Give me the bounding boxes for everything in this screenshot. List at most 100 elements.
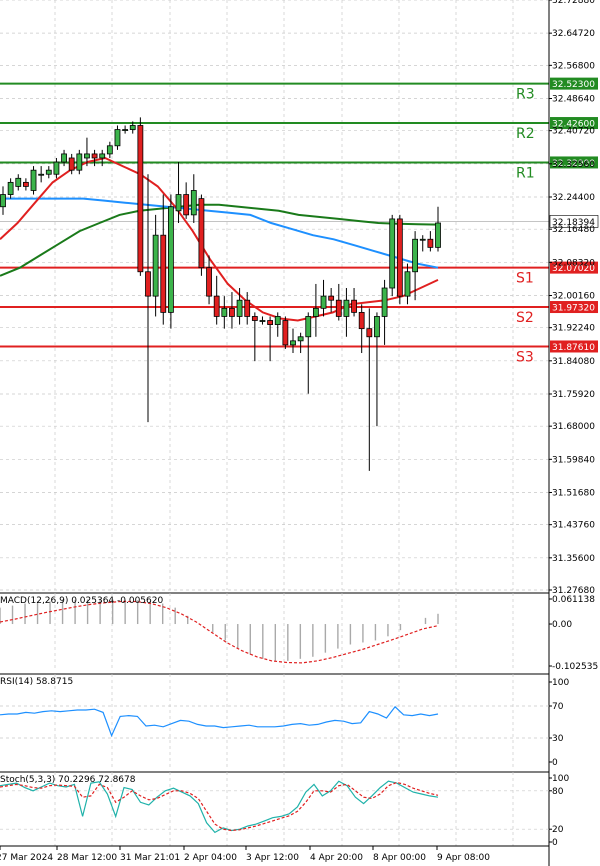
current-price-label: 32.18394: [552, 218, 595, 228]
candle-up: [129, 125, 136, 130]
candle-up: [305, 316, 312, 338]
stoch-label: Stoch(5,3,3) 70.2296 72.8678: [0, 775, 136, 785]
candle-down: [213, 295, 220, 317]
level-value-r2: 32.42600: [552, 120, 595, 130]
price-tick-label: 32.64720: [552, 29, 595, 39]
candle-up: [53, 161, 60, 175]
candle-up: [343, 299, 350, 317]
price-tick-label: 31.92240: [552, 324, 595, 334]
macd-label: MACD(12,26,9) 0.025364 -0.005620: [0, 596, 163, 606]
time-tick-label: 4 Apr 20:00: [310, 853, 363, 863]
candle-down: [137, 125, 144, 273]
candle-down: [206, 267, 212, 297]
candle-up: [61, 153, 67, 163]
price-axis: 32.72880 32.64720 32.56800 32.48640 32.40720…: [548, 0, 595, 866]
level-badge-r1: [550, 156, 598, 169]
candle-up: [167, 206, 174, 313]
rsi-tick-label: 0: [552, 758, 558, 768]
price-tick-label: 32.16480: [552, 225, 595, 235]
price-tick-label: 31.75920: [552, 390, 595, 400]
candle-up: [190, 190, 197, 216]
level-name-s1: S1: [516, 271, 534, 287]
price-tick-label: 32.08320: [552, 258, 595, 268]
price-tick-label: 32.24400: [552, 193, 595, 203]
rsi-line: [0, 705, 439, 738]
level-badge-r2: [550, 117, 598, 130]
candle-up: [259, 320, 266, 322]
stoch-tick-label: 0: [552, 838, 558, 848]
candle-up: [404, 271, 411, 297]
price-tick-label: 32.00160: [552, 291, 595, 301]
rsi-panel: 100 70 30 0 RSI(14) 58.8715: [0, 673, 569, 770]
moving-average-blue: [0, 197, 439, 269]
macd-tick-label: 0.061138: [552, 595, 595, 605]
candle-up: [30, 169, 37, 191]
price-tick-label: 32.40720: [552, 127, 595, 137]
candle-down: [282, 320, 289, 346]
candle-down: [351, 299, 357, 313]
candle-up: [38, 173, 45, 176]
price-tick-label: 32.32560: [552, 160, 595, 170]
stochastic-panel: 100 80 20 0 Stoch(5,3,3) 70.2296 72.8678: [0, 771, 569, 848]
candle-down: [145, 271, 151, 297]
candle-up: [7, 181, 14, 195]
time-tick-label: 27 Mar 2024: [0, 853, 53, 863]
price-tick-label: 32.72880: [552, 0, 595, 6]
candle-down: [229, 307, 235, 317]
rsi-tick-label: 30: [552, 734, 564, 744]
candle-up: [435, 222, 441, 248]
stoch-tick-label: 100: [552, 774, 569, 784]
candle-down: [244, 299, 251, 317]
main-chart-grid: [0, 0, 549, 591]
price-tick-label: 31.84080: [552, 357, 595, 367]
level-value-s3: 31.87610: [552, 343, 595, 353]
stoch-tick-label: 20: [552, 825, 564, 835]
level-name-r2: R2: [516, 126, 535, 142]
stoch-d-line: [0, 781, 439, 832]
stoch-tick-label: 80: [552, 787, 564, 797]
candle-up: [419, 238, 426, 241]
level-value-s1: 32.07020: [552, 264, 595, 274]
candle-down: [198, 198, 205, 269]
time-tick-label: 8 Apr 00:00: [373, 853, 426, 863]
candle-down: [91, 153, 98, 159]
candle-up: [320, 295, 327, 309]
candle-up: [381, 287, 388, 317]
candle-down: [427, 238, 434, 248]
support-resistance-levels: 32.52300 R3 32.42600 R2 32.32900 R1 32.07020 S1…: [0, 77, 599, 365]
current-price-badge: [549, 215, 599, 228]
candle-up: [122, 129, 129, 131]
rsi-label: RSI(14) 58.8715: [0, 677, 73, 687]
candle-up: [236, 299, 243, 317]
candle-up: [106, 145, 113, 155]
price-tick-label: 31.51680: [552, 488, 595, 498]
level-name-s3: S3: [516, 349, 534, 365]
candle-up: [389, 218, 396, 289]
level-badge-s1: [550, 261, 598, 274]
candle-up: [114, 129, 121, 147]
price-tick-label: 32.56800: [552, 61, 595, 71]
candle-up: [290, 340, 296, 346]
rsi-tick-label: 100: [552, 678, 569, 688]
macd-tick-label: -0.102535: [552, 662, 598, 672]
level-name-r3: R3: [516, 87, 535, 103]
candle-down: [68, 157, 75, 171]
price-tick-label: 31.27680: [552, 586, 595, 596]
price-tick-label: 31.35600: [552, 554, 595, 564]
macd-panel: 0.061138 0.00 -0.102535 MACD(12,26,9) 0.025…: [0, 592, 598, 672]
candlesticks: [0, 117, 441, 471]
level-value-s2: 31.97320: [552, 304, 595, 314]
candle-up: [221, 307, 228, 317]
price-tick-label: 31.43760: [552, 521, 595, 531]
macd-tick-label: 0.00: [552, 620, 572, 630]
candle-down: [366, 328, 373, 338]
level-value-r1: 32.32900: [552, 159, 595, 169]
candle-up: [99, 153, 106, 159]
stoch-k-line: [0, 780, 439, 834]
candle-down: [328, 295, 335, 301]
time-tick-label: 2 Apr 04:00: [184, 853, 237, 863]
candle-up: [297, 336, 304, 342]
candle-up: [274, 316, 281, 325]
candle-up: [412, 238, 419, 273]
